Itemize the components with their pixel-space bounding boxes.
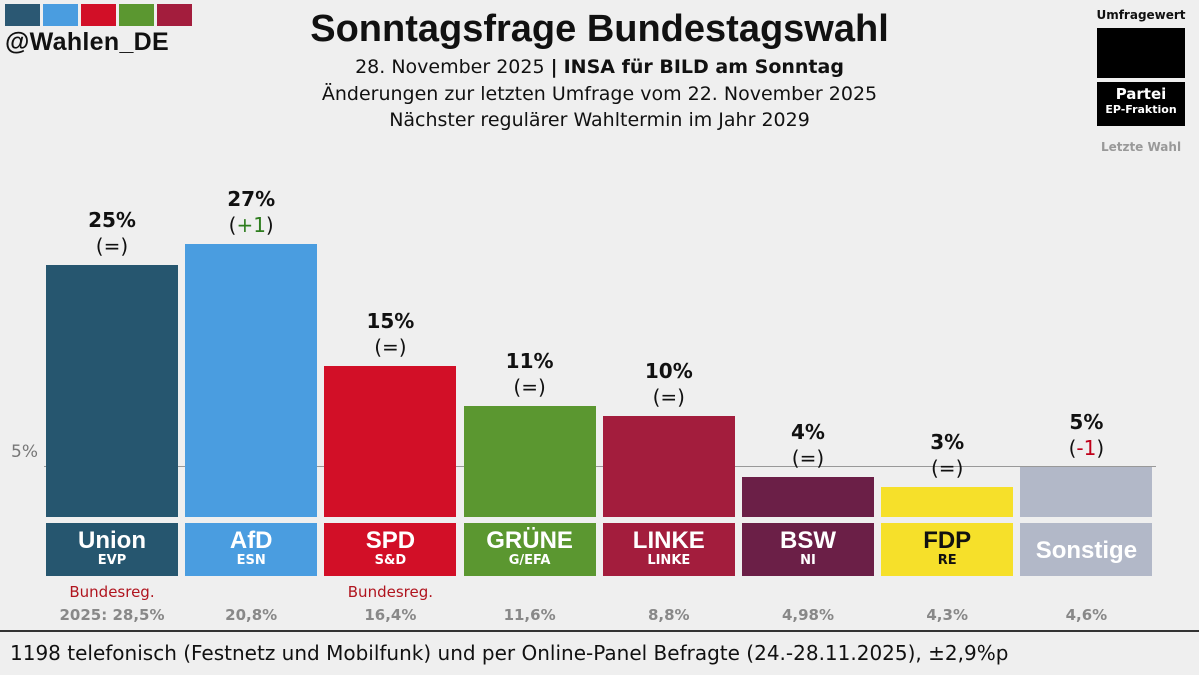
ep-group-afd: ESN [236, 553, 266, 568]
last-election-bsw: 4,98% [781, 606, 835, 624]
bar-grüne [463, 405, 596, 517]
bar-linke [602, 416, 735, 517]
last-election-grüne: 11,6% [503, 606, 556, 624]
change-value-union: = [103, 233, 121, 258]
value-label-fdp: 3% [930, 429, 965, 454]
value-label-sonstige: 5% [1069, 409, 1104, 434]
ep-group-bsw: NI [800, 553, 816, 568]
legend: Umfragewert Partei EP-Fraktion Letzte Wa… [1096, 8, 1186, 154]
value-label-linke: 10% [644, 359, 693, 383]
legend-value-swatch [1097, 28, 1185, 78]
ep-group-spd: S&D [374, 553, 407, 568]
change-label-bsw: (=) [791, 445, 825, 470]
last-election-fdp: 4,3% [926, 606, 968, 624]
party-name-bsw: BSW [780, 527, 836, 554]
changes-note: Änderungen zur letzten Umfrage vom 22. N… [321, 83, 878, 105]
government-label-union: Bundesreg. [69, 583, 155, 601]
change-label-fdp: (=) [930, 455, 964, 480]
poll-date: 28. November 2025 [355, 56, 545, 78]
party-box-sonstige: Sonstige [1020, 523, 1153, 576]
ep-group-linke: LINKE [647, 553, 691, 568]
legend-last-election-label: Letzte Wahl [1100, 140, 1182, 154]
party-box-grüne: GRÜNE G/EFA [463, 523, 596, 576]
change-value-afd: +1 [236, 213, 266, 238]
change-value-spd: = [382, 334, 399, 359]
logo-color-bars [5, 4, 192, 26]
government-label-spd: Bundesreg. [347, 583, 433, 601]
footer-note: 1198 telefonisch (Festnetz und Mobilfunk… [10, 641, 1009, 665]
change-label-linke: (=) [652, 385, 685, 409]
last-election-sonstige: 4,6% [1065, 606, 1108, 624]
value-label-afd: 27% [227, 187, 276, 212]
poll-date-line: 28. November 2025 | INSA für BILD am Son… [0, 56, 1199, 78]
logo-bar-2 [81, 4, 116, 26]
brand-logo: @Wahlen_DE [5, 4, 192, 57]
logo-bar-4 [157, 4, 192, 26]
chart-title: Sonntagsfrage Bundestagswahl [310, 8, 889, 50]
last-election-union: 2025: 28,5% [59, 606, 165, 624]
change-value-sonstige: -1 [1076, 435, 1097, 460]
logo-bar-0 [5, 4, 40, 26]
value-label-union: 25% [88, 207, 136, 232]
last-election-spd: 16,4% [364, 606, 417, 624]
party-name-fdp: FDP [923, 527, 972, 554]
change-value-linke: = [660, 385, 678, 409]
title-separator: | [550, 56, 558, 78]
value-label-grüne: 11% [505, 348, 554, 373]
brand-handle: @Wahlen_DE [5, 28, 169, 56]
next-election-note: Nächster regulärer Wahltermin im Jahr 20… [389, 109, 810, 131]
party-name-linke: LINKE [632, 527, 705, 554]
party-name-afd: AfD [229, 527, 273, 554]
change-label-afd: (+1) [228, 213, 274, 238]
change-value-fdp: = [938, 455, 956, 480]
legend-ep-label: EP-Fraktion [1105, 103, 1177, 116]
logo-bar-1 [43, 4, 78, 26]
change-label-union: (=) [95, 233, 129, 258]
change-label-sonstige: (-1) [1068, 435, 1105, 460]
party-name-spd: SPD [365, 527, 416, 554]
bar-sonstige [1020, 466, 1153, 517]
ep-group-fdp: RE [937, 553, 957, 568]
party-box-fdp: FDP RE [881, 523, 1014, 576]
party-box-bsw: BSW NI [742, 523, 874, 576]
change-label-grüne: (=) [513, 374, 546, 399]
ep-group-union: EVP [97, 553, 127, 568]
party-name-union: Union [78, 527, 146, 554]
party-name-sonstige: Sonstige [1035, 537, 1138, 564]
ep-group-grüne: G/EFA [508, 553, 551, 568]
bar-fdp [881, 486, 1014, 517]
last-election-linke: 8,8% [647, 606, 690, 624]
party-box-union: Union EVP [46, 523, 178, 576]
legend-party-label: Partei [1115, 85, 1167, 103]
change-value-grüne: = [521, 374, 538, 399]
five-percent-label: 5% [11, 442, 38, 462]
party-box-afd: AfD ESN [185, 523, 318, 576]
party-box-spd: SPD S&D [324, 523, 457, 576]
bar-bsw [742, 476, 874, 517]
party-name-grüne: GRÜNE [486, 527, 573, 554]
legend-party-swatch: Partei EP-Fraktion [1097, 82, 1185, 126]
five-percent-line [44, 466, 1156, 467]
change-label-spd: (=) [374, 334, 407, 359]
last-election-afd: 20,8% [225, 606, 278, 624]
bar-afd [185, 244, 318, 517]
bar-union [46, 264, 178, 517]
poll-institute: INSA für BILD am Sonntag [563, 56, 844, 78]
party-box-linke: LINKE LINKE [602, 523, 735, 576]
bar-spd [324, 365, 457, 517]
value-label-bsw: 4% [791, 419, 825, 444]
footer-divider [0, 630, 1199, 632]
change-value-bsw: = [799, 445, 817, 470]
value-label-spd: 15% [366, 308, 415, 333]
logo-bar-3 [119, 4, 154, 26]
legend-poll-value-label: Umfragewert [1096, 8, 1186, 22]
